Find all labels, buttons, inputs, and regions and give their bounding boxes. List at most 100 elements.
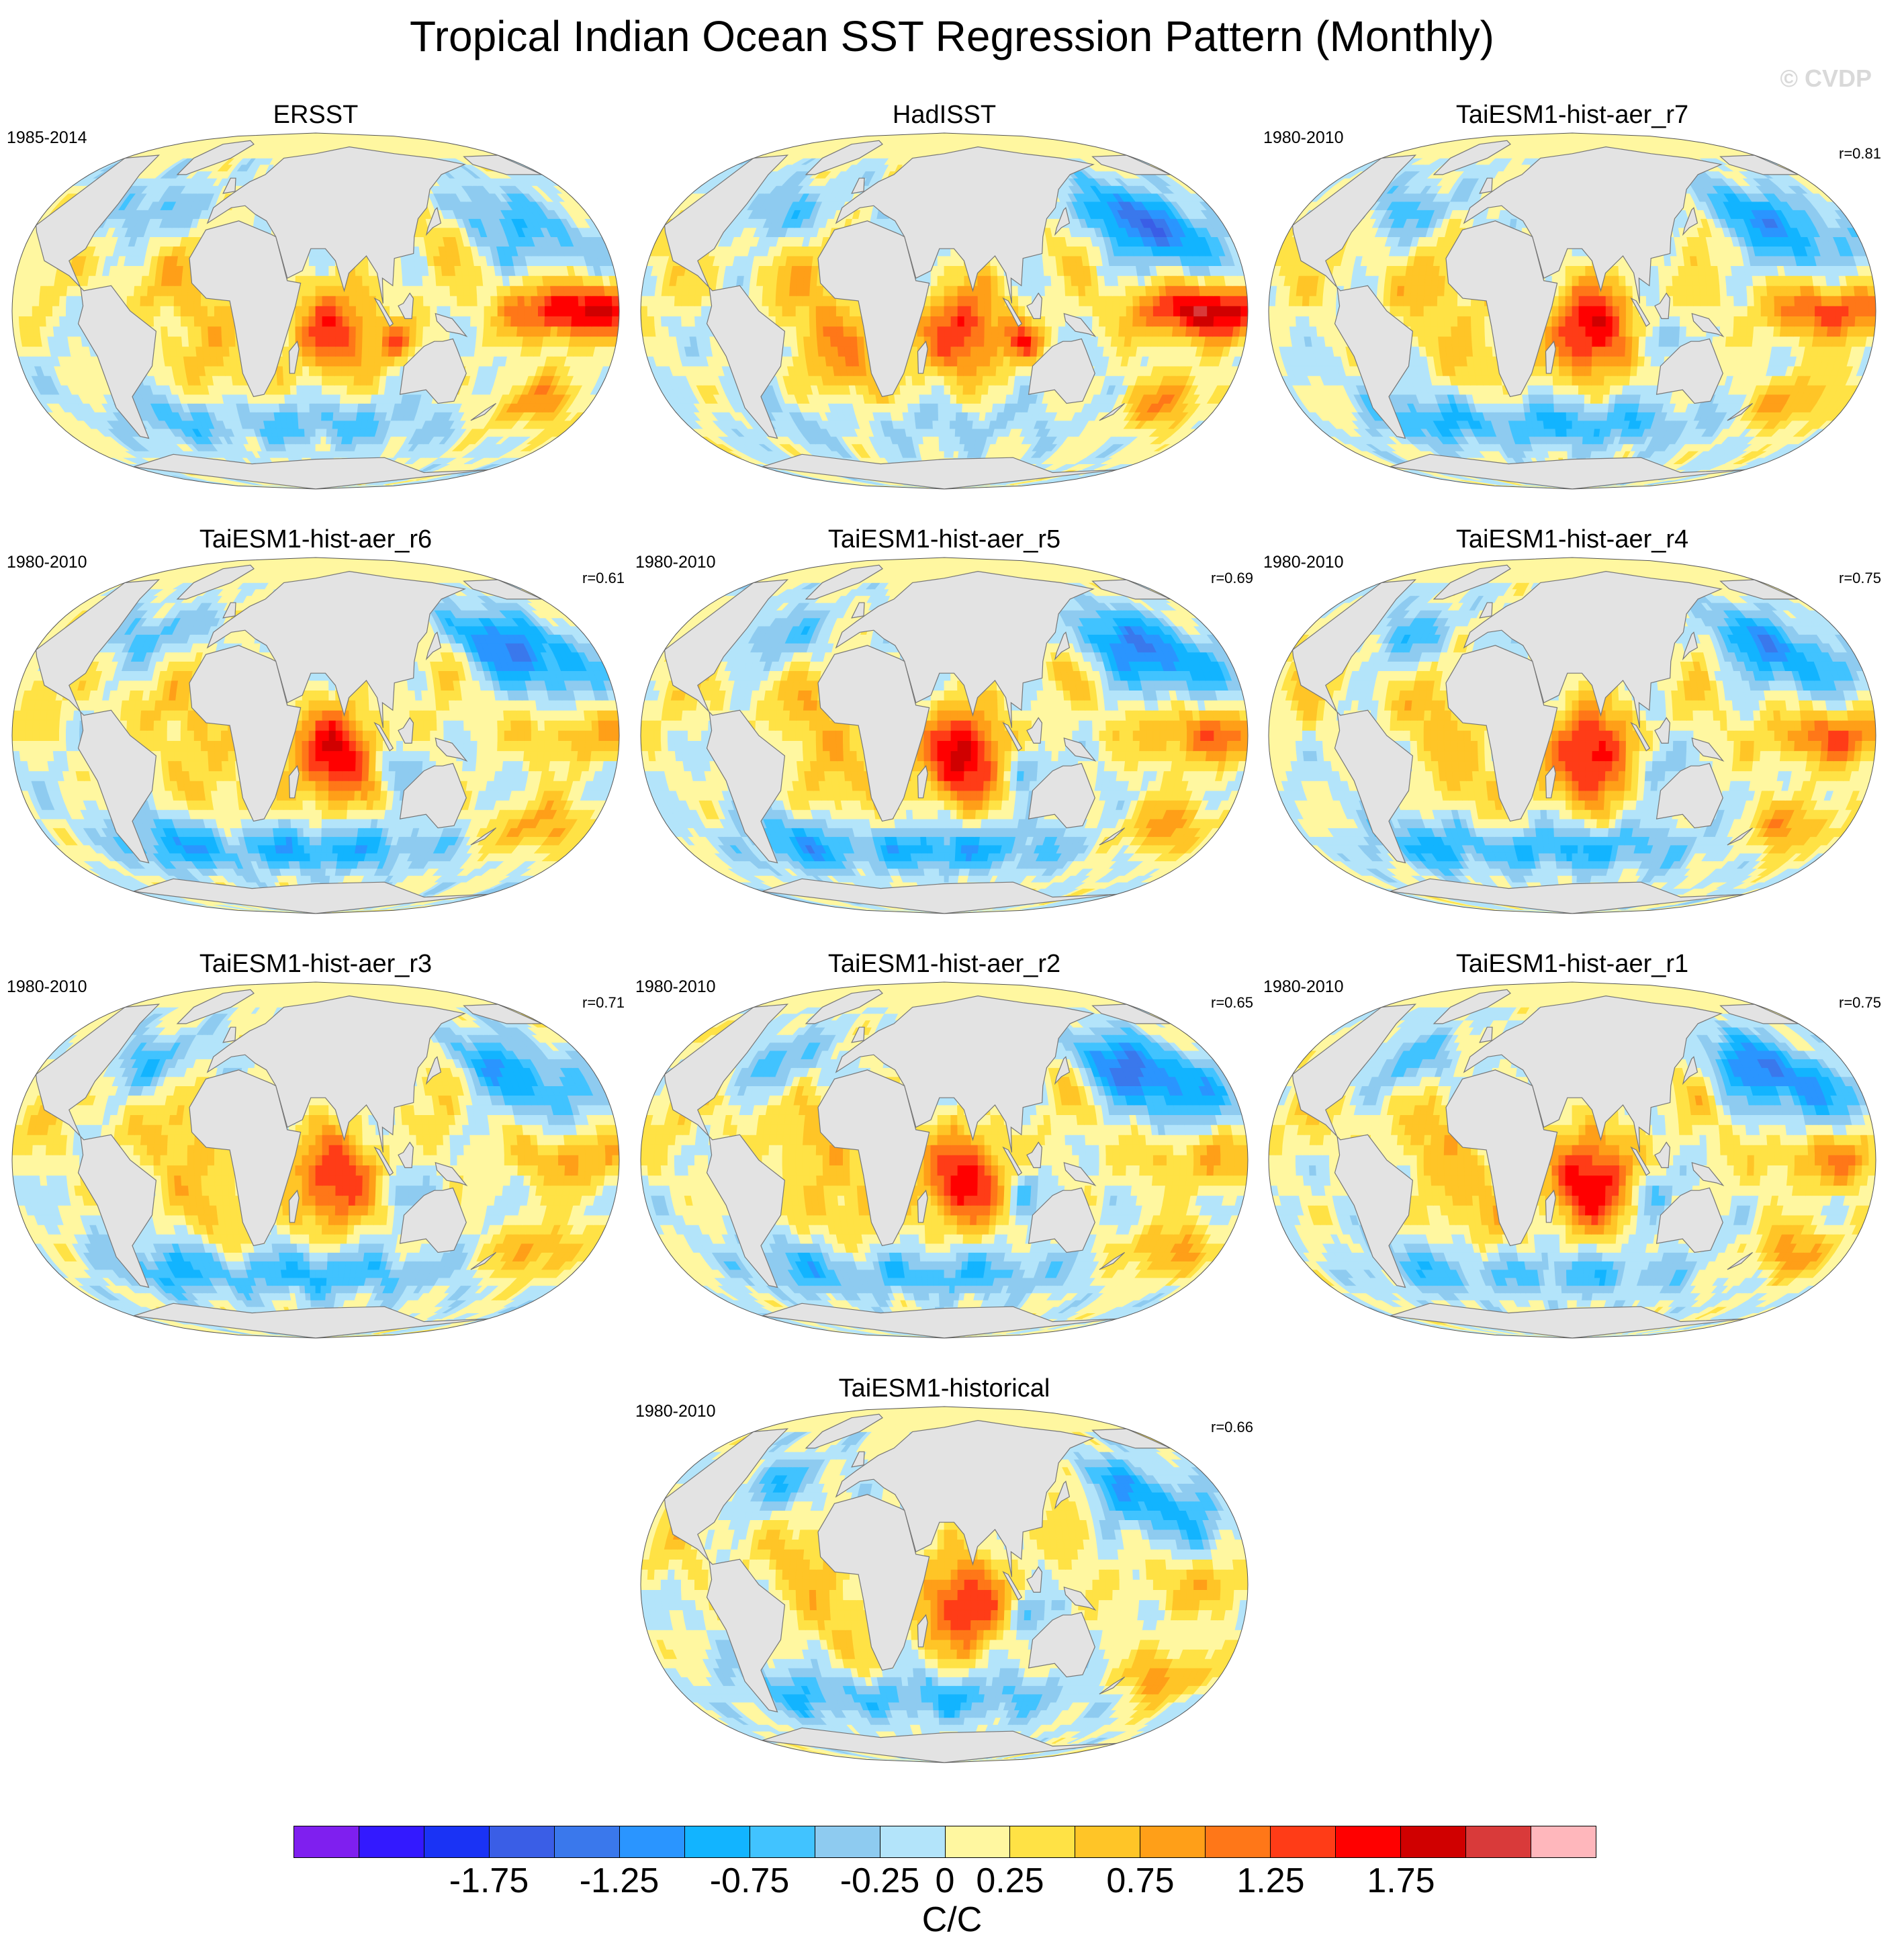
sst-cell	[394, 355, 402, 367]
sst-cell	[282, 355, 290, 367]
sst-cell	[167, 275, 177, 286]
sst-cell	[544, 316, 552, 327]
sst-cell	[362, 336, 370, 347]
sst-cell	[327, 394, 335, 404]
sst-cell	[322, 305, 330, 317]
sst-cell	[477, 316, 485, 327]
sst-cell	[332, 420, 339, 429]
sst-cell	[161, 326, 169, 337]
sst-cell	[402, 275, 410, 286]
sst-cell	[921, 428, 929, 437]
sst-cell	[215, 346, 224, 357]
sst-cell	[320, 428, 328, 437]
sst-cell	[536, 285, 545, 296]
sst-cell	[58, 316, 67, 327]
sst-cell	[340, 384, 348, 395]
sst-cell	[490, 305, 498, 317]
sst-cell	[66, 305, 73, 317]
sst-cell	[228, 326, 236, 337]
sst-cell	[556, 326, 565, 337]
sst-cell	[477, 305, 485, 317]
sst-cell	[180, 316, 189, 327]
sst-cell	[299, 436, 306, 445]
sst-cell	[341, 375, 349, 386]
sst-cell	[954, 428, 962, 437]
sst-cell	[310, 450, 316, 458]
sst-cell	[315, 443, 322, 451]
sst-cell	[604, 316, 613, 327]
sst-cell	[374, 355, 382, 367]
sst-cell	[341, 346, 350, 357]
sst-cell	[315, 255, 323, 267]
sst-cell	[564, 295, 573, 306]
sst-cell	[348, 355, 356, 367]
sst-cell	[416, 295, 424, 306]
sst-cell	[406, 255, 416, 267]
sst-cell	[66, 326, 75, 337]
sst-cell	[288, 326, 296, 337]
sst-cell	[395, 275, 404, 286]
sst-cell	[347, 384, 355, 395]
sst-cell	[283, 375, 291, 386]
sst-cell	[182, 265, 191, 276]
sst-cell	[359, 375, 368, 386]
sst-cell	[490, 285, 498, 296]
sst-cell	[482, 336, 490, 347]
sst-cell	[536, 326, 545, 337]
sst-cell	[308, 295, 316, 306]
sst-cell	[66, 285, 75, 296]
sst-cell	[278, 403, 287, 412]
sst-cell	[944, 443, 950, 451]
sst-cell	[584, 295, 593, 306]
sst-cell	[367, 355, 376, 367]
sst-cell	[65, 316, 74, 327]
sst-cell	[180, 295, 189, 306]
sst-cell	[315, 375, 323, 386]
sst-cell	[335, 285, 343, 296]
sst-cell	[321, 403, 328, 412]
sst-cell	[154, 275, 163, 286]
sst-cell	[422, 295, 431, 306]
sst-cell	[216, 355, 225, 367]
sst-cell	[457, 295, 465, 306]
sst-cell	[304, 428, 311, 437]
sst-cell	[335, 305, 343, 317]
sst-cell	[222, 355, 231, 367]
sst-cell	[463, 295, 471, 306]
sst-cell	[276, 365, 284, 376]
sst-cell	[315, 355, 323, 367]
sst-cell	[938, 428, 945, 437]
sst-cell	[308, 346, 316, 357]
sst-cell	[187, 326, 195, 337]
sst-cell	[292, 420, 300, 429]
sst-cell	[369, 285, 377, 296]
sst-cell	[422, 285, 430, 296]
sst-cell	[327, 403, 334, 412]
sst-cell	[543, 285, 552, 296]
sst-cell	[220, 316, 229, 327]
sst-cell	[312, 136, 316, 142]
sst-cell	[477, 295, 485, 306]
sst-cell	[308, 336, 316, 347]
sst-cell	[12, 316, 20, 327]
sst-cell	[328, 375, 336, 386]
sst-cell	[276, 375, 285, 386]
sst-cell	[362, 285, 370, 296]
sst-cell	[315, 285, 323, 296]
sst-cell	[322, 365, 329, 376]
sst-cell	[484, 305, 492, 317]
sst-cell	[302, 285, 310, 296]
sst-cell	[208, 336, 216, 347]
sst-cell	[423, 305, 431, 317]
sst-cell	[59, 326, 69, 337]
sst-cell	[291, 412, 299, 421]
sst-cell	[591, 295, 600, 306]
sst-cell	[476, 285, 485, 296]
sst-cell	[322, 275, 330, 286]
sst-cell	[355, 326, 363, 337]
sst-cell	[315, 365, 323, 376]
sst-cell	[510, 316, 518, 327]
sst-cell	[173, 305, 181, 317]
sst-cell	[939, 450, 945, 458]
sst-cell	[322, 265, 330, 276]
